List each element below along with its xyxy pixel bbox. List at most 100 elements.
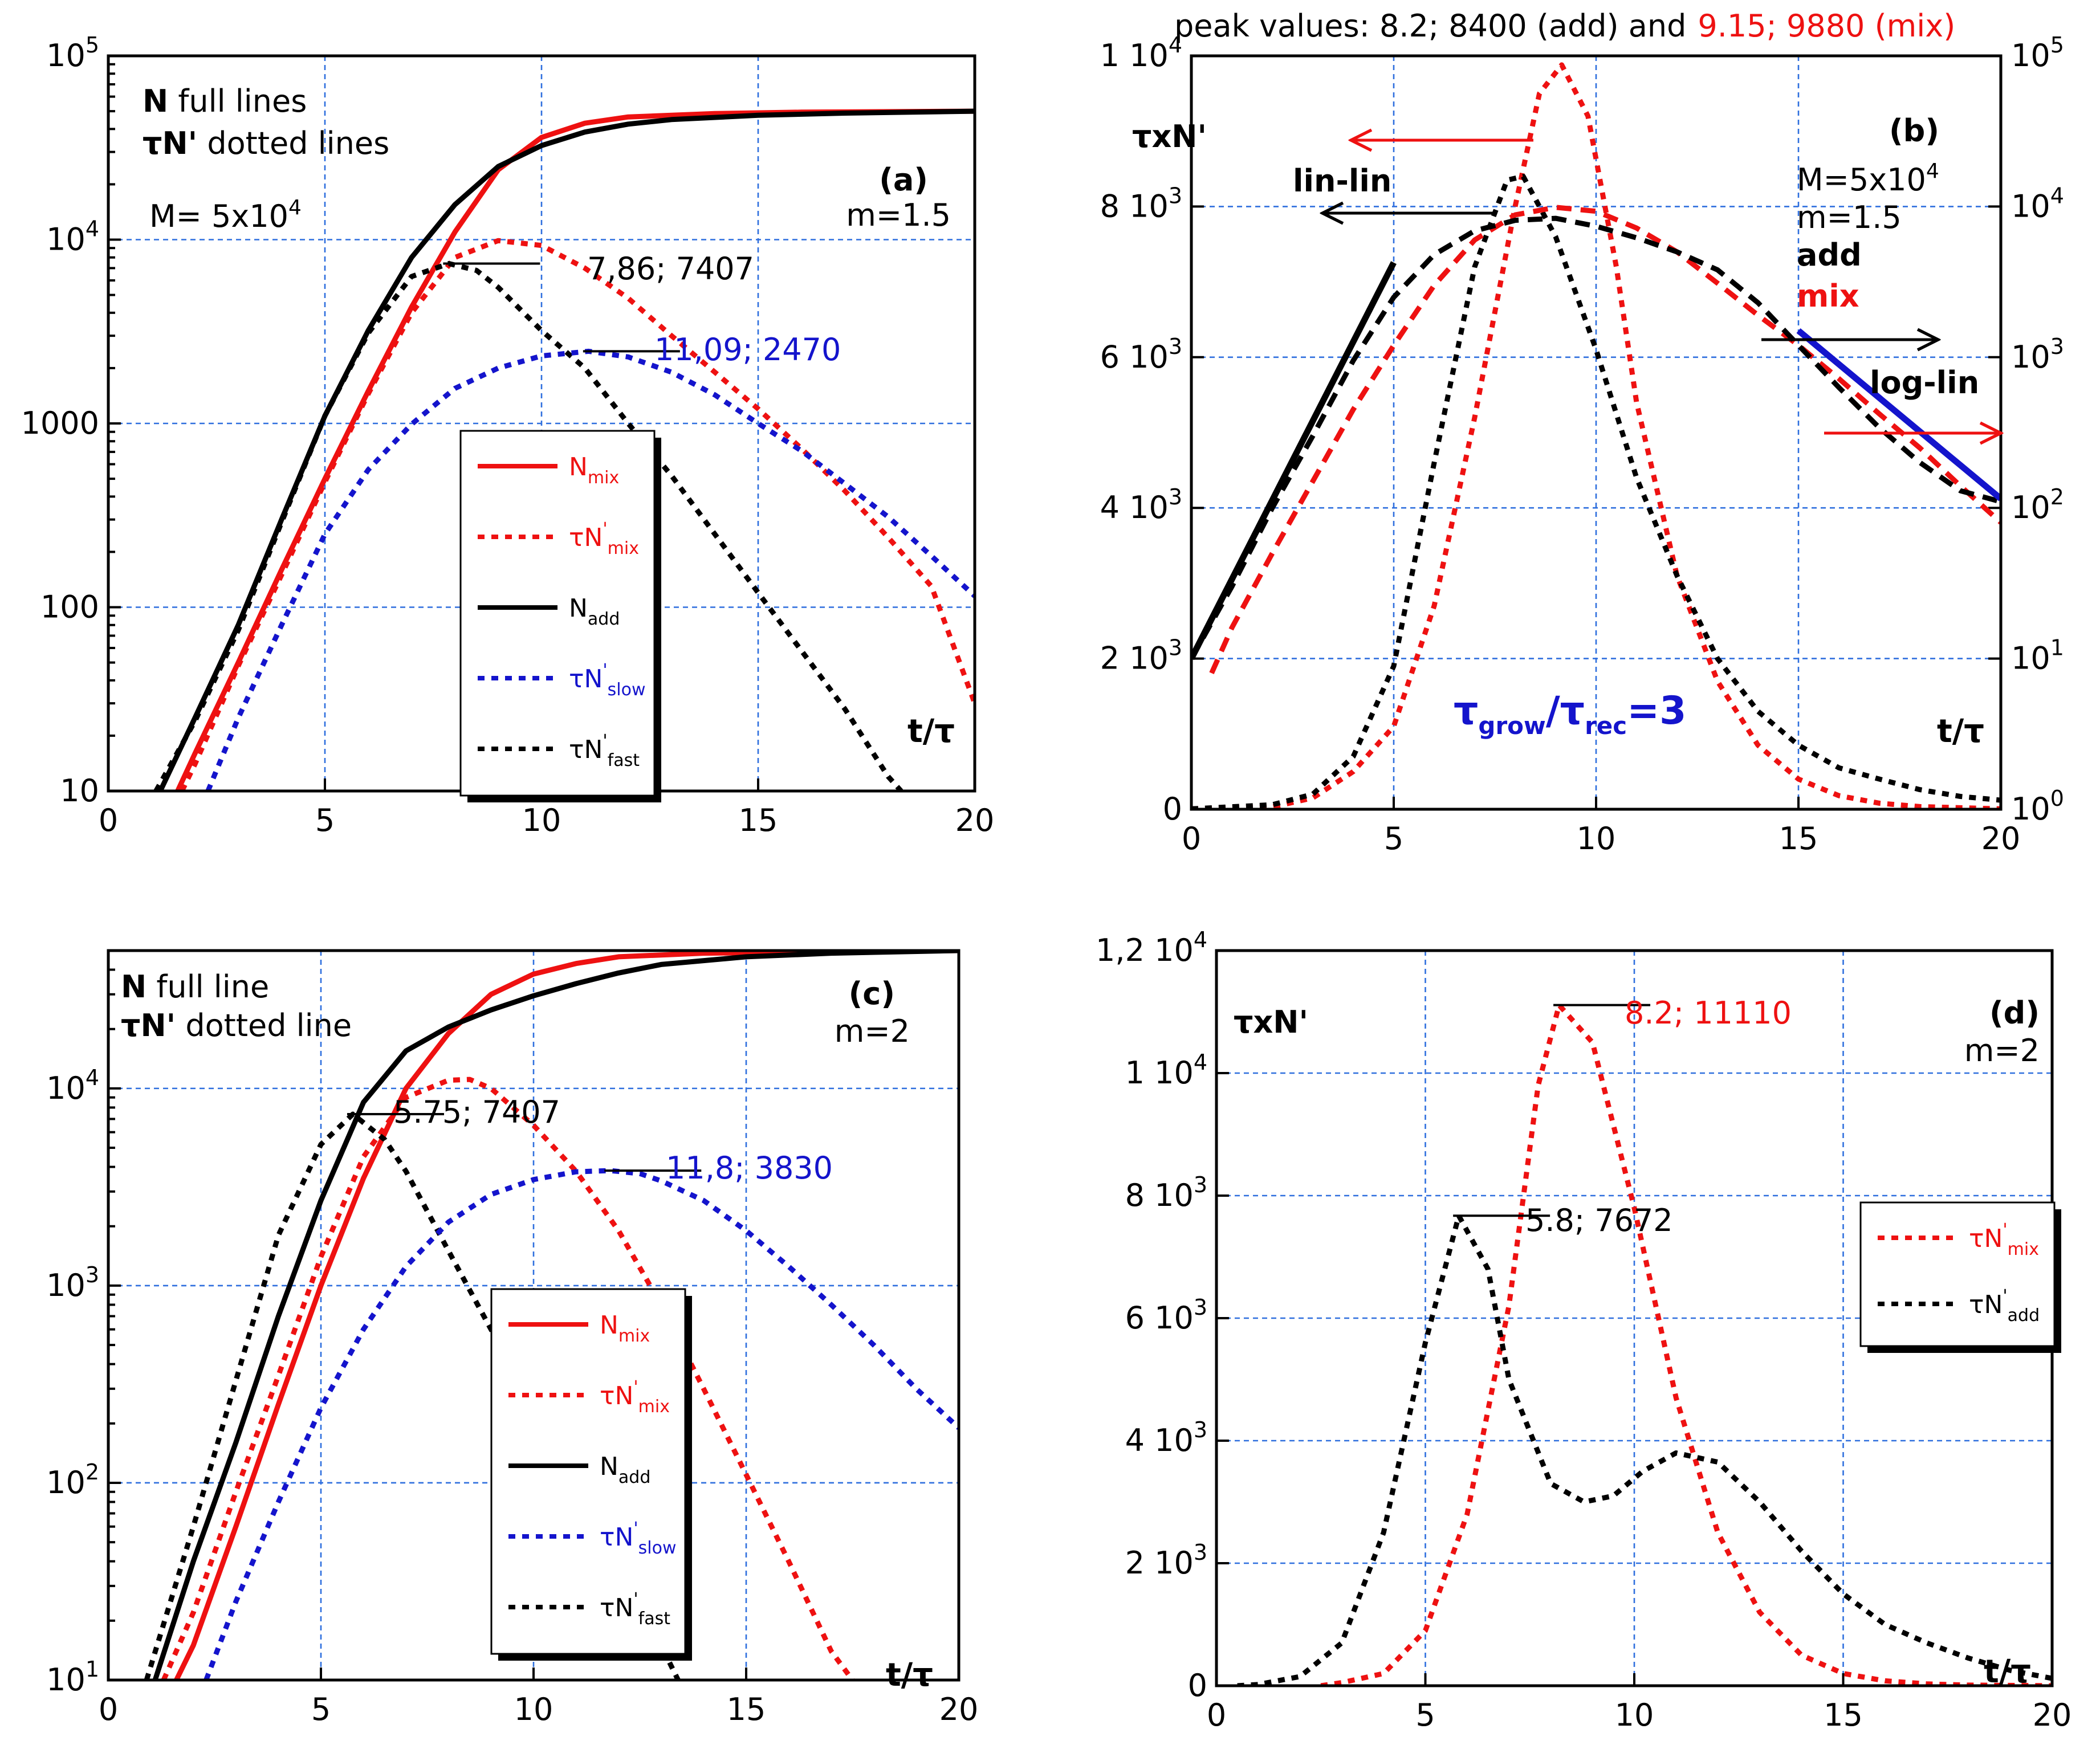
panel-a-note-tn: τN' dotted lines — [143, 125, 389, 161]
panel-b-series-exp-rise-fit — [1191, 261, 1397, 661]
panel-a-legend-label: τN'mix — [569, 519, 639, 558]
panel-a-peak-fast: 7,86; 7407 — [587, 251, 754, 287]
panel-d-y-tick-label: 2 103 — [1125, 1540, 1207, 1581]
panel-b-m-label: m=1.5 — [1797, 199, 1902, 235]
panel-b-series--n-add-lin — [1191, 174, 2001, 809]
panel-b-x-tick-label: 15 — [1779, 821, 1818, 857]
panel-a-legend-label: τN'slow — [569, 661, 646, 700]
panel-c-series--n-fast — [144, 1111, 681, 1680]
panel-c-legend-label: Nadd — [600, 1452, 650, 1487]
panel-a-chart: 10 100 1000 104 105 0 5 10 15 20 Nmix τN'mix Nadd τN'… — [21, 32, 995, 838]
panel-a-legend-box — [459, 430, 656, 797]
panel-c-series-n-mix — [174, 951, 959, 1680]
panel-d-y-tick-label: 4 103 — [1125, 1417, 1207, 1458]
panel-a-x-tick-label: 15 — [739, 802, 778, 838]
panel-b-x-tick-label: 5 — [1384, 821, 1403, 857]
panel-c-x-tick-label: 20 — [939, 1691, 979, 1727]
panel-a-x-tick-label: 20 — [955, 802, 995, 838]
panel-c-note-n: N full line — [121, 969, 269, 1005]
panel-b-series-exp-decay-fit — [1796, 328, 2001, 502]
panel-d-tag: (d) — [1989, 995, 2040, 1031]
panel-b-add-label: add — [1797, 237, 1862, 273]
panel-d-chart: 0 2 103 4 103 6 103 8 103 1 104 1,2 104 0 5 10 15 2… — [1096, 927, 2071, 1733]
panel-a-series-n-add — [158, 108, 975, 791]
panel-d-y-axis-label: τxN' — [1234, 1004, 1308, 1040]
panel-b-y-axis-label: τxN' — [1132, 119, 1207, 154]
panel-c-x-tick-label: 10 — [514, 1691, 554, 1727]
panel-d-series--n-add — [1237, 1213, 2052, 1686]
panel-c-legend-label: τN'mix — [600, 1377, 670, 1417]
panel-c-series-n-add — [152, 951, 959, 1680]
panel-b-y2-tick-label: 104 — [2011, 183, 2064, 224]
panel-b-y-tick-label: 6 103 — [1100, 334, 1182, 375]
panel-a-series--n-fast — [153, 261, 904, 791]
panel-a-tag: (a) — [879, 162, 928, 198]
panel-d-x-axis-label: t/τ — [1984, 1653, 2031, 1690]
panel-b-lin-lin-label: lin-lin — [1293, 163, 1391, 199]
panel-b-y2-tick-label: 100 — [2011, 786, 2064, 827]
panel-c-legend-box — [490, 1288, 686, 1655]
panel-d-x-tick-label: 15 — [1824, 1697, 1863, 1733]
panel-b-y-tick-label: 4 103 — [1100, 484, 1182, 525]
panel-b-ratio-label: τgrow/τrec=3 — [1454, 688, 1686, 740]
panel-a-x-tick-label: 5 — [315, 802, 335, 838]
panel-b-y-tick-label: 2 103 — [1100, 635, 1182, 676]
panel-c-legend-label: Nmix — [600, 1311, 650, 1346]
figure-header: peak values: 8.2; 8400 (add) and 9.15; 98… — [1174, 8, 1955, 44]
panel-d-m-label: m=2 — [1964, 1033, 2040, 1069]
panel-a-legend-label: τN'fast — [569, 731, 640, 770]
panel-d-series--n-mix — [1320, 1002, 2052, 1686]
panel-d-y-tick-label: 1 104 — [1125, 1050, 1207, 1091]
panel-d-legend-label: τN'add — [1969, 1286, 2040, 1326]
panel-d-peak-add: 5.8; 7672 — [1525, 1202, 1673, 1238]
panel-c-y-tick-label: 103 — [46, 1262, 99, 1303]
panel-c-series--n-mix — [161, 1077, 855, 1680]
panel-b-x-tick-label: 20 — [1981, 821, 2021, 857]
panel-c-peak-slow: 11,8; 3830 — [666, 1150, 833, 1186]
panel-a-m-big: M= 5x104 — [149, 196, 302, 234]
header-prefix: peak values: 8.2; 8400 (add) and — [1174, 8, 1686, 44]
panel-d-x-tick-label: 0 — [1207, 1697, 1226, 1733]
panel-c-y-tick-label: 102 — [46, 1459, 99, 1501]
panel-b-mix-label: mix — [1797, 278, 1859, 314]
panel-d-x-tick-label: 10 — [1615, 1697, 1654, 1733]
header-mix-part: 9.15; 9880 (mix) — [1698, 8, 1955, 44]
panel-d-x-tick-label: 5 — [1415, 1697, 1435, 1733]
panel-b-series--n-mix-log — [1209, 205, 2001, 675]
panel-a-x-tick-label: 10 — [522, 802, 561, 838]
panel-b-y-tick-label: 8 103 — [1100, 183, 1182, 224]
panel-b-x-tick-label: 0 — [1182, 821, 1201, 857]
panel-c-tag: (c) — [849, 976, 895, 1012]
panel-a-peak-slow: 11,09; 2470 — [654, 332, 841, 368]
panel-c-x-tick-label: 5 — [311, 1691, 331, 1727]
panel-a-y-tick-label: 1000 — [21, 405, 99, 441]
panel-b-x-axis-label: t/τ — [1937, 713, 1984, 750]
panel-b-y2-tick-label: 103 — [2011, 334, 2064, 375]
panel-b-y2-tick-label: 105 — [2011, 32, 2064, 74]
panel-c-legend-label: τN'fast — [600, 1589, 670, 1629]
panel-d-legend-box — [1859, 1201, 2056, 1347]
panel-a-y-tick-label: 10 — [60, 773, 99, 809]
panel-c-note-tn: τN' dotted line — [121, 1008, 352, 1043]
panel-b-y-tick-label: 0 — [1163, 791, 1182, 827]
panel-b-y2-tick-label: 102 — [2011, 484, 2064, 525]
panel-a-y-tick-label: 104 — [46, 217, 99, 258]
panel-c-y-tick-label: 101 — [46, 1657, 99, 1698]
panel-c-series--n-slow — [204, 1168, 959, 1680]
panel-c-peak-fast: 5.75; 7407 — [393, 1094, 560, 1130]
panel-b-m-big: M=5x104 — [1797, 160, 1939, 198]
panel-d-y-tick-label: 1,2 104 — [1096, 927, 1207, 968]
panel-b-series--n-mix-lin — [1191, 62, 2001, 809]
panel-d-x-tick-label: 20 — [2033, 1697, 2072, 1733]
panel-b-x-tick-label: 10 — [1577, 821, 1616, 857]
panel-a-series-n-mix — [175, 108, 975, 791]
panel-d-y-tick-label: 6 103 — [1125, 1295, 1207, 1336]
panel-c-y-tick-label: 104 — [46, 1065, 99, 1106]
panel-d-peak-mix: 8.2; 11110 — [1625, 995, 1792, 1031]
panel-a-m-label: m=1.5 — [846, 197, 951, 233]
panel-c-m-label: m=2 — [835, 1013, 910, 1049]
panel-a-note-n: N full lines — [143, 83, 307, 119]
panel-c-x-tick-label: 0 — [99, 1691, 118, 1727]
panel-c-x-axis-label: t/τ — [886, 1657, 933, 1694]
